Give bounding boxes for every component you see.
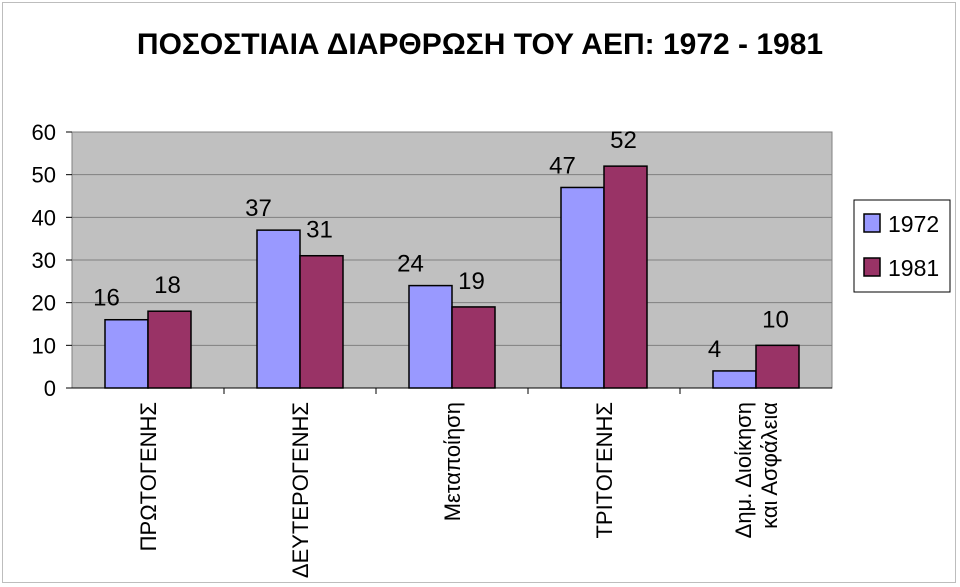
data-label-1981-3: 19 (458, 268, 485, 295)
data-label-1972-5: 4 (708, 336, 721, 363)
data-labels: 16 18 37 31 24 19 47 52 4 10 (93, 127, 789, 363)
legend-label-1972: 1972 (888, 211, 939, 237)
bars (104, 165, 800, 389)
category-label-3: Μεταποίηση (440, 402, 465, 521)
bar-1981-4 (603, 165, 648, 389)
category-labels: ΠΡΩΤΟΓΕΝΗΣ ΔΕΥΤΕΡΟΓΕΝΗΣ Μεταποίηση ΤΡΙΤΟΓΕΝ… (136, 388, 782, 578)
y-tick-label: 40 (32, 205, 56, 230)
data-label-1972-3: 24 (397, 251, 424, 278)
data-label-1981-5: 10 (762, 306, 789, 333)
category-label-5-line2: και Ασφάλεια (757, 402, 782, 529)
bar-1972-2 (256, 229, 301, 389)
y-tick-label: 60 (32, 120, 56, 145)
data-label-1972-4: 47 (549, 152, 576, 179)
bar-1981-2 (299, 254, 344, 389)
y-tick-label: 30 (32, 248, 56, 273)
category-label-5-line1: Δημ. Διοίκηση (731, 402, 756, 538)
data-label-1972-2: 37 (245, 195, 272, 222)
category-label-2: ΔΕΥΤΕΡΟΓΕΝΗΣ (288, 402, 313, 578)
legend-swatch-1981 (863, 257, 881, 277)
bar-1972-3 (408, 284, 453, 389)
data-label-1981-4: 52 (610, 127, 637, 154)
legend-label-1981: 1981 (888, 255, 939, 281)
y-tick-label: 20 (32, 291, 56, 316)
chart-title: ΠΟΣΟΣΤΙΑΙΑ ΔΙΑΡΘΡΩΣΗ ΤΟΥ ΑΕΠ: 1972 - 198… (137, 28, 823, 61)
legend-swatch-1972 (863, 213, 881, 233)
data-label-1981-1: 18 (154, 272, 181, 299)
bar-1972-5 (712, 370, 757, 389)
bar-1981-5 (755, 344, 800, 389)
category-label-4: ΤΡΙΤΟΓΕΝΗΣ (592, 402, 617, 539)
bar-1981-3 (451, 306, 496, 389)
category-label-1: ΠΡΩΤΟΓΕΝΗΣ (136, 402, 161, 551)
bar-1972-1 (104, 318, 149, 389)
bar-1981-1 (147, 310, 192, 389)
bar-1972-4 (560, 186, 605, 389)
y-tick-label: 50 (32, 163, 56, 188)
y-tick-label: 10 (32, 333, 56, 358)
data-label-1981-2: 31 (306, 217, 333, 244)
legend: 1972 1981 (853, 199, 951, 293)
y-tick-label: 0 (44, 376, 56, 401)
data-label-1972-1: 16 (93, 285, 120, 312)
